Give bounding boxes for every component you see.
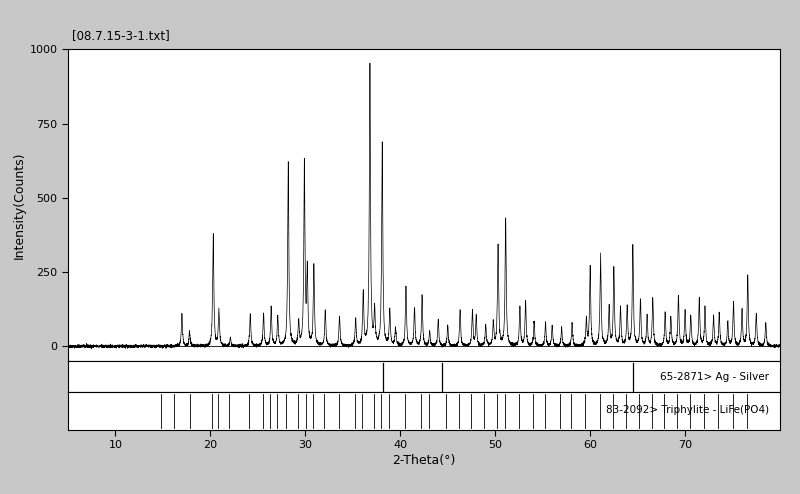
Text: 65-2871> Ag - Silver: 65-2871> Ag - Silver [660,372,770,382]
Text: [08.7.15-3-1.txt]: [08.7.15-3-1.txt] [72,29,170,42]
Text: 83-2092> Triphylite - LiFe(PO4): 83-2092> Triphylite - LiFe(PO4) [606,406,770,415]
X-axis label: 2-Theta(°): 2-Theta(°) [392,454,456,467]
Y-axis label: Intensity(Counts): Intensity(Counts) [13,152,26,259]
